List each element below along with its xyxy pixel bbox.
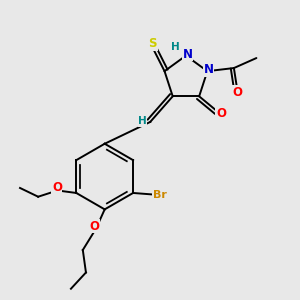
- Text: N: N: [182, 48, 193, 61]
- Text: H: H: [171, 42, 179, 52]
- Text: O: O: [89, 220, 99, 233]
- Text: N: N: [204, 63, 214, 76]
- Text: O: O: [232, 85, 243, 99]
- Text: Br: Br: [153, 190, 166, 200]
- Text: O: O: [52, 181, 62, 194]
- Text: H: H: [138, 116, 147, 126]
- Text: S: S: [148, 38, 157, 50]
- Text: O: O: [216, 107, 226, 120]
